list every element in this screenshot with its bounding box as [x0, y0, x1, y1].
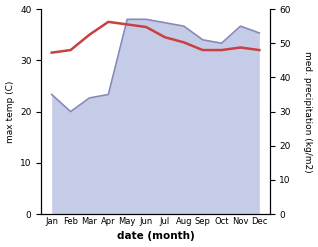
Y-axis label: med. precipitation (kg/m2): med. precipitation (kg/m2): [303, 51, 313, 172]
X-axis label: date (month): date (month): [117, 231, 194, 242]
Y-axis label: max temp (C): max temp (C): [5, 80, 15, 143]
